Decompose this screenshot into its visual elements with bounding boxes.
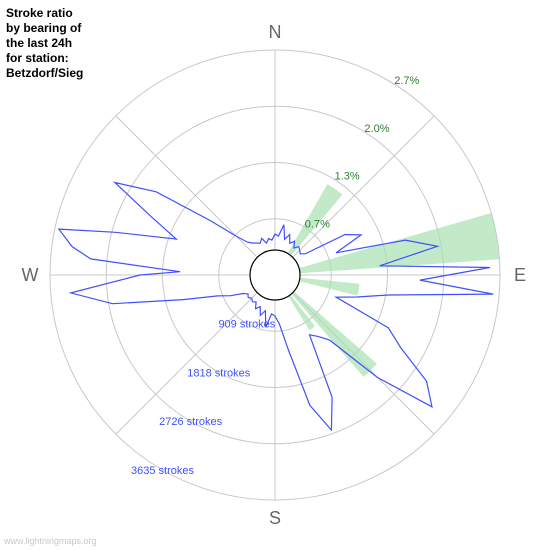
west-label: W <box>22 265 39 285</box>
stroke-ring-label: 909 strokes <box>218 319 275 331</box>
stroke-ring-label: 3635 strokes <box>131 465 194 477</box>
chart-title: Stroke ratio by bearing of the last 24h … <box>6 6 83 81</box>
polar-chart: N E S W 0.7% 1.3% 2.0% 2.7% 909 strokes 1818 stro… <box>0 0 550 550</box>
stroke-ring-label: 2726 strokes <box>159 416 222 428</box>
credit-text: www.lightningmaps.org <box>4 536 97 546</box>
ratio-ring-label: 2.7% <box>394 75 419 87</box>
north-label: N <box>269 22 282 42</box>
south-label: S <box>269 508 281 528</box>
ratio-ring-label: 1.3% <box>335 171 360 183</box>
ratio-ring-label: 2.0% <box>364 123 389 135</box>
ratio-ring-label: 0.7% <box>305 218 330 230</box>
stroke-ring-label: 1818 strokes <box>187 367 250 379</box>
east-label: E <box>514 265 526 285</box>
